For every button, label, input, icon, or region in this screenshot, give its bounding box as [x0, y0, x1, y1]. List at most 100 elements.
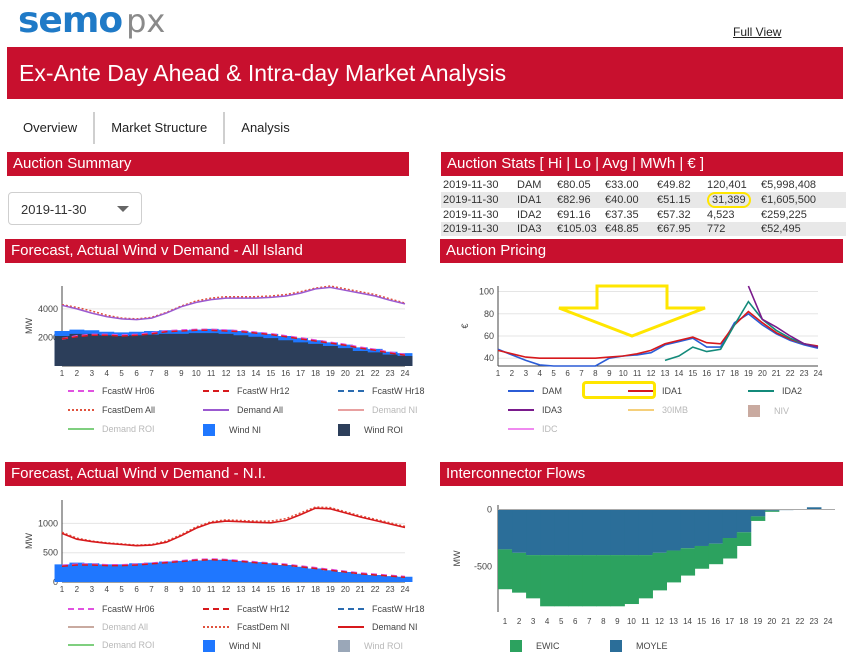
y-tick-label: 40: [484, 353, 494, 363]
stats-cell: €51.15: [657, 194, 691, 206]
x-tick-label: 19: [744, 369, 753, 378]
legend-item[interactable]: EWIC: [510, 640, 560, 652]
legend-item[interactable]: IDC: [508, 424, 558, 434]
legend-item[interactable]: NIV: [748, 405, 789, 417]
x-tick-label: 9: [179, 369, 184, 378]
legend-swatch: [610, 640, 622, 652]
legend-item[interactable]: Wind NI: [203, 640, 261, 652]
legend-item[interactable]: FcastDem NI: [203, 622, 290, 632]
legend-swatch: [508, 409, 534, 411]
wind-ni-area: [54, 559, 413, 582]
legend-item[interactable]: Wind NI: [203, 424, 261, 436]
legend-label: FcastDem All: [102, 405, 156, 415]
legend-swatch: [203, 390, 229, 392]
moyle-bar: [582, 509, 597, 556]
x-tick-label: 15: [266, 585, 275, 594]
stats-cell: IDA3: [517, 223, 542, 235]
legend-item[interactable]: FcastW Hr18: [338, 604, 425, 614]
stats-cell: €105.03: [557, 223, 597, 235]
x-tick-label: 22: [786, 369, 795, 378]
x-tick-label: 6: [134, 369, 139, 378]
legend-item[interactable]: FcastDem All: [68, 405, 155, 415]
stats-cell: 2019-11-30: [443, 179, 499, 191]
x-tick-label: 5: [559, 617, 564, 626]
legend-item[interactable]: Demand ROI: [68, 424, 155, 434]
legend-swatch: [203, 640, 215, 652]
legend-swatch: [338, 424, 350, 436]
series-line-ida2: [664, 300, 819, 362]
legend-interconnector: EWIC MOYLE: [440, 640, 850, 660]
x-tick-label: 14: [674, 369, 683, 378]
stats-cell: €259,225: [761, 209, 807, 221]
x-tick-label: 2: [75, 369, 80, 378]
legend-item[interactable]: IDA3: [508, 405, 562, 415]
x-tick-label: 13: [669, 617, 678, 626]
x-tick-label: 5: [119, 369, 124, 378]
legend-swatch: [338, 608, 364, 610]
x-tick-label: 11: [633, 369, 642, 378]
legend-swatch: [628, 409, 654, 411]
x-tick-label: 6: [573, 617, 578, 626]
x-tick-label: 10: [627, 617, 636, 626]
date-dropdown[interactable]: 2019-11-30: [8, 192, 142, 225]
demand-ni-line: [61, 507, 406, 547]
stats-cell: €49.82: [657, 179, 691, 191]
legend-item[interactable]: IDA1: [628, 386, 682, 396]
legend-label: FcastW Hr12: [237, 604, 290, 614]
legend-swatch: [68, 608, 94, 610]
x-tick-label: 18: [730, 369, 739, 378]
y-tick-label: 1000: [38, 518, 58, 528]
tab-overview[interactable]: Overview: [7, 112, 96, 144]
legend-item[interactable]: FcastW Hr12: [203, 386, 290, 396]
y-tick-label: 0: [487, 505, 492, 515]
tab-market-structure[interactable]: Market Structure: [95, 112, 226, 144]
x-tick-label: 16: [711, 617, 720, 626]
legend-item[interactable]: IDA2: [748, 386, 802, 396]
x-tick-label: 12: [655, 617, 664, 626]
ewic-bar: [764, 510, 780, 512]
x-tick-label: 8: [164, 585, 169, 594]
date-dropdown-value: 2019-11-30: [21, 202, 87, 217]
x-tick-label: 17: [716, 369, 725, 378]
x-tick-label: 18: [311, 369, 320, 378]
legend-item[interactable]: FcastW Hr06: [68, 604, 155, 614]
legend-item[interactable]: DAM: [508, 386, 562, 396]
demand-all-line: [61, 286, 406, 321]
legend-label: Demand All: [102, 622, 149, 632]
legend-item[interactable]: FcastW Hr12: [203, 604, 290, 614]
legend-item[interactable]: MOYLE: [610, 640, 668, 652]
moyle-bar: [764, 509, 780, 511]
yellow-arrow-annotation: [558, 284, 706, 338]
stats-cell: €48.85: [605, 223, 639, 235]
full-view-link[interactable]: Full View: [733, 25, 782, 39]
legend-label: DAM: [542, 386, 562, 396]
stats-cell: €80.05: [557, 179, 591, 191]
legend-swatch: [508, 428, 534, 430]
stats-cell: €33.00: [605, 179, 639, 191]
legend-item[interactable]: FcastW Hr18: [338, 386, 425, 396]
legend-swatch: [510, 640, 522, 652]
tab-analysis[interactable]: Analysis: [241, 120, 290, 135]
legend-item[interactable]: 30IMB: [628, 405, 688, 415]
main-nav: Overview Market Structure Analysis: [7, 112, 306, 144]
legend-item[interactable]: Demand NI: [338, 622, 418, 632]
x-tick-label: 6: [134, 585, 139, 594]
legend-swatch: [338, 626, 364, 628]
legend-item[interactable]: FcastW Hr06: [68, 386, 155, 396]
x-tick-label: 19: [753, 617, 762, 626]
legend-item[interactable]: Wind ROI: [338, 424, 403, 436]
fcastdem-all-line: [61, 285, 406, 320]
x-tick-label: 9: [615, 617, 620, 626]
legend-swatch: [68, 626, 94, 628]
moyle-bar: [694, 509, 710, 546]
legend-item[interactable]: Wind ROI: [338, 640, 403, 652]
ewic-bar: [582, 555, 597, 607]
legend-item[interactable]: Demand ROI: [68, 640, 155, 650]
legend-ni: FcastW Hr06 FcastW Hr12 FcastW Hr18 Demand …: [0, 604, 425, 660]
legend-item[interactable]: Demand All: [68, 622, 148, 632]
legend-item[interactable]: Demand NI: [338, 405, 418, 415]
x-tick-label: 17: [725, 617, 734, 626]
stats-cell: €37.35: [605, 209, 639, 221]
legend-item[interactable]: Demand All: [203, 405, 283, 415]
ewic-bar: [498, 549, 513, 590]
